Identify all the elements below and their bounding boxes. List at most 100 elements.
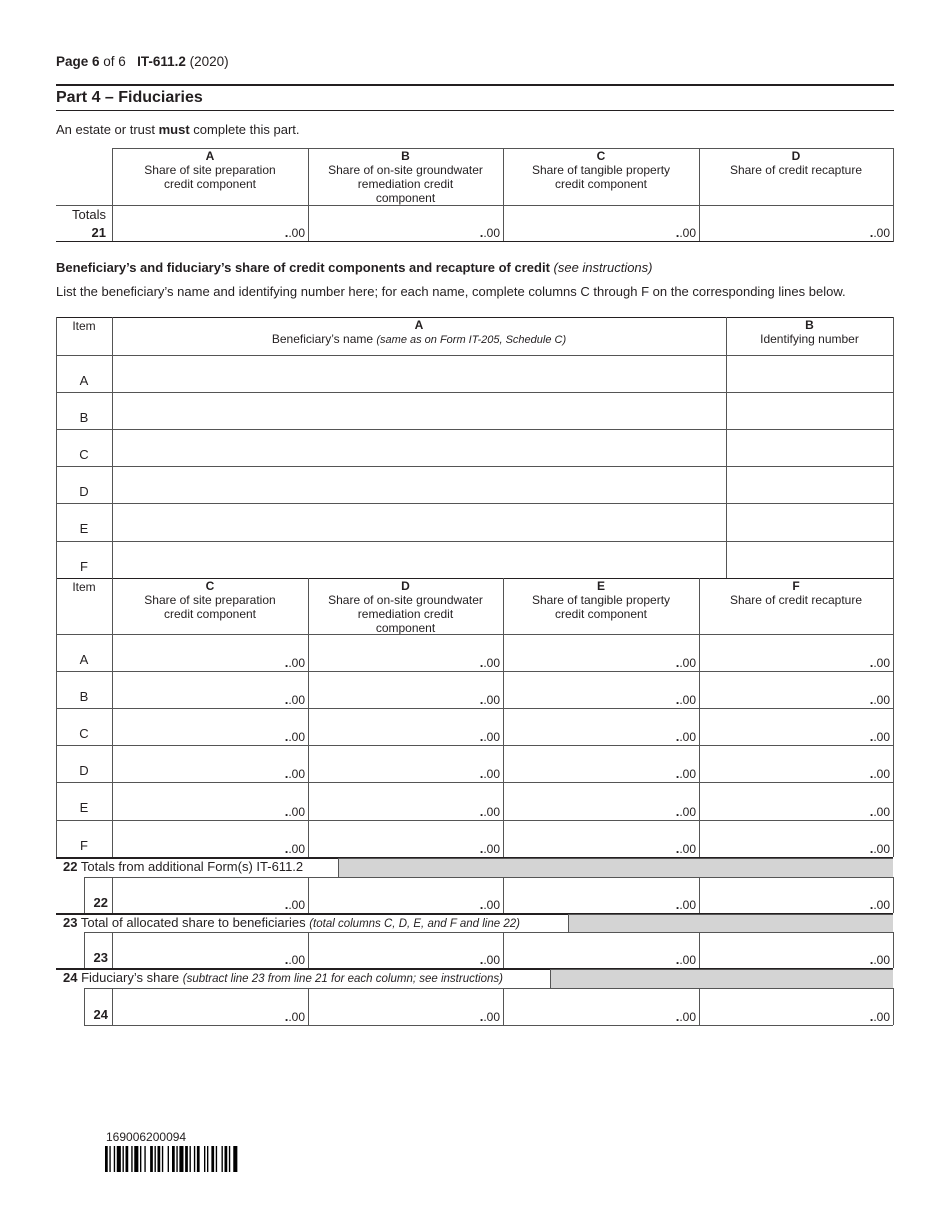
cents: .00	[288, 226, 305, 240]
line-22-amount[interactable]: ..00	[699, 877, 893, 913]
cents: .00	[873, 953, 890, 967]
beneficiary-name-input[interactable]	[113, 467, 725, 503]
share-amount[interactable]: ..00	[308, 745, 503, 782]
column-text: Share of tangible property credit compon…	[531, 593, 671, 621]
cents: .00	[873, 656, 890, 670]
line-24-amount[interactable]: ..00	[699, 988, 893, 1025]
line-23-amount[interactable]: ..00	[699, 932, 893, 968]
column-text: Beneficiary’s name (same as on Form IT-2…	[112, 332, 726, 347]
share-amount[interactable]: ..00	[699, 782, 893, 820]
identifying-number-input[interactable]	[727, 504, 892, 541]
decimal-point: .	[675, 766, 680, 781]
share-amount[interactable]: ..00	[112, 634, 308, 671]
grid-line	[56, 708, 893, 709]
share-amount[interactable]: ..00	[699, 820, 893, 857]
decimal-point: .	[284, 692, 289, 707]
share-amount[interactable]: ..00	[503, 671, 699, 708]
line-21-amount[interactable]: ..00	[112, 206, 308, 241]
decimal-point: .	[284, 1009, 289, 1024]
decimal-point: .	[675, 897, 680, 912]
share-amount[interactable]: ..00	[308, 708, 503, 745]
line-24-amount[interactable]: ..00	[503, 988, 699, 1025]
grid-line	[893, 988, 894, 1025]
column-text: Share of credit recapture	[729, 163, 863, 177]
cents: .00	[679, 767, 696, 781]
share-amount[interactable]: ..00	[503, 820, 699, 857]
line-22-amount[interactable]: ..00	[112, 877, 308, 913]
grid-line	[84, 932, 85, 968]
identifying-number-input[interactable]	[727, 467, 892, 503]
decimal-point: .	[479, 1009, 484, 1024]
amount-cents: ..00	[870, 841, 890, 856]
share-amount[interactable]: ..00	[699, 708, 893, 745]
amount-cents: ..00	[676, 692, 696, 707]
share-amount[interactable]: ..00	[308, 634, 503, 671]
grid-line	[84, 877, 85, 913]
grid-line	[308, 148, 309, 242]
line-21-amount[interactable]: ..00	[699, 206, 893, 241]
share-amount[interactable]: ..00	[699, 634, 893, 671]
column-letter: E	[596, 579, 605, 593]
beneficiary-name-input[interactable]	[113, 356, 725, 392]
share-amount[interactable]: ..00	[503, 745, 699, 782]
identifying-number-input[interactable]	[727, 430, 892, 466]
line-label: 23 Total of allocated share to beneficia…	[63, 915, 520, 930]
share-amount[interactable]: ..00	[308, 782, 503, 820]
share-amount[interactable]: ..00	[699, 671, 893, 708]
line-21-amount[interactable]: ..00	[308, 206, 503, 241]
share-amount[interactable]: ..00	[308, 820, 503, 857]
identifying-number-input[interactable]	[727, 542, 892, 578]
share-amount[interactable]: ..00	[112, 745, 308, 782]
cents: .00	[679, 842, 696, 856]
line-24-amount[interactable]: ..00	[308, 988, 503, 1025]
grid-line	[56, 429, 893, 430]
line-21-amount[interactable]: ..00	[503, 206, 699, 241]
line-number: 21	[91, 225, 106, 240]
barcode-bar	[224, 1146, 228, 1172]
share-amount[interactable]: ..00	[112, 782, 308, 820]
line-22-amount[interactable]: ..00	[308, 877, 503, 913]
item-label: C	[79, 726, 89, 741]
cents: .00	[483, 656, 500, 670]
cents: .00	[483, 898, 500, 912]
grid-line	[112, 877, 113, 913]
line-23-amount[interactable]: ..00	[308, 932, 503, 968]
column-header: C Share of tangible property credit compo…	[503, 149, 699, 191]
share-amount[interactable]: ..00	[112, 671, 308, 708]
decimal-point: .	[479, 897, 484, 912]
amount-cents: ..00	[870, 1009, 890, 1024]
decimal-point: .	[284, 952, 289, 967]
line-24-amount[interactable]: ..00	[112, 988, 308, 1025]
cents: .00	[483, 693, 500, 707]
share-amount[interactable]: ..00	[308, 671, 503, 708]
beneficiary-name-input[interactable]	[113, 542, 725, 578]
cents: .00	[483, 1010, 500, 1024]
shaded-area	[550, 969, 893, 989]
column-header: B Identifying number	[726, 318, 893, 346]
share-amount[interactable]: ..00	[699, 745, 893, 782]
share-amount[interactable]: ..00	[112, 820, 308, 857]
share-amount[interactable]: ..00	[503, 634, 699, 671]
beneficiary-name-input[interactable]	[113, 430, 725, 466]
column-letter: A	[205, 149, 215, 163]
grid-line	[56, 913, 893, 915]
share-amount[interactable]: ..00	[503, 708, 699, 745]
share-amount[interactable]: ..00	[503, 782, 699, 820]
identifying-number-input[interactable]	[727, 356, 892, 392]
column-header: F Share of credit recapture	[699, 579, 893, 607]
cents: .00	[288, 730, 305, 744]
line-23-amount[interactable]: ..00	[112, 932, 308, 968]
grid-line	[503, 578, 504, 857]
barcode-bar	[215, 1146, 218, 1172]
beneficiary-name-input[interactable]	[113, 393, 725, 429]
line-23-amount[interactable]: ..00	[503, 932, 699, 968]
beneficiary-name-input[interactable]	[113, 504, 725, 541]
share-amount[interactable]: ..00	[112, 708, 308, 745]
totals-label: Totals	[72, 207, 106, 222]
grid-line	[112, 988, 113, 1025]
barcode-bar	[157, 1146, 161, 1172]
line-22-amount[interactable]: ..00	[503, 877, 699, 913]
identifying-number-input[interactable]	[727, 393, 892, 429]
decimal-point: .	[284, 729, 289, 744]
grid-line	[84, 877, 893, 878]
